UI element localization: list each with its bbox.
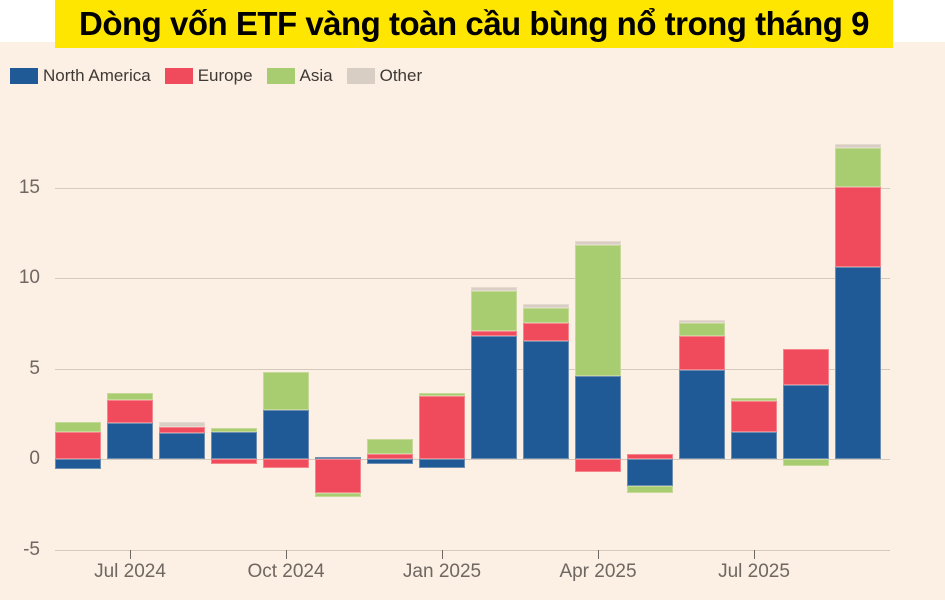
x-axis-tick	[598, 549, 599, 559]
bar-segment-north-america-jun-2024	[55, 459, 101, 469]
bar-segment-north-america-oct-2024	[263, 410, 309, 459]
legend-swatch-icon	[164, 68, 193, 84]
bar-segment-north-america-aug-2025	[783, 384, 829, 459]
bar-segment-north-america-apr-2025	[575, 375, 621, 459]
bar-segment-asia-nov-2024	[315, 493, 361, 497]
bar-segment-asia-may-2025	[627, 486, 673, 494]
x-axis-tick	[442, 549, 443, 559]
x-axis-tick-label: Apr 2025	[559, 560, 637, 582]
legend-label: Europe	[197, 66, 253, 85]
bar-segment-asia-sep-2024	[211, 428, 257, 432]
bar-segment-asia-oct-2024	[263, 372, 309, 411]
bar-segment-north-america-jul-2024	[107, 422, 153, 459]
bar-segment-asia-aug-2025	[783, 459, 829, 467]
bar-segment-asia-mar-2025	[523, 307, 569, 324]
bar-segment-europe-may-2025	[627, 453, 673, 459]
bar-segment-europe-aug-2024	[159, 427, 205, 433]
y-axis-tick-label: 10	[18, 267, 40, 288]
bar-segment-other-feb-2025	[471, 287, 517, 291]
bar-segment-asia-apr-2025	[575, 245, 621, 376]
x-axis-tick	[754, 549, 755, 559]
gridline-y--5	[55, 549, 890, 551]
legend-item-other: Other	[346, 66, 423, 86]
gridline-y-15	[55, 187, 890, 189]
gridline-y-0	[55, 459, 890, 460]
legend-label: North America	[43, 66, 151, 85]
bar-segment-other-apr-2025	[575, 240, 621, 246]
bar-segment-europe-apr-2025	[575, 459, 621, 472]
y-axis-tick-label: 15	[18, 176, 40, 198]
bar-segment-north-america-mar-2025	[523, 341, 569, 459]
bar-segment-north-america-aug-2024	[159, 432, 205, 459]
bar-segment-europe-jan-2025	[419, 395, 465, 459]
bar-segment-europe-jun-2025	[679, 335, 725, 371]
chart-title-banner: Dòng vốn ETF vàng toàn cầu bùng nổ trong…	[55, 0, 893, 48]
x-axis-tick-label: Jan 2025	[402, 560, 482, 582]
legend-swatch-icon	[346, 68, 375, 84]
bar-segment-other-mar-2025	[523, 304, 569, 308]
chart-legend: North America Europe Asia Other	[10, 66, 422, 86]
legend-item-asia: Asia	[266, 66, 333, 86]
bar-segment-other-aug-2024	[159, 421, 205, 428]
bar-segment-europe-jul-2024	[107, 400, 153, 423]
legend-swatch-icon	[266, 68, 295, 84]
bar-segment-asia-jan-2025	[419, 392, 465, 396]
x-axis-tick-label: Jul 2024	[94, 560, 166, 582]
bar-segment-asia-jul-2024	[107, 392, 153, 401]
legend-item-europe: Europe	[164, 66, 253, 86]
bar-segment-europe-jun-2024	[55, 431, 101, 459]
bar-segment-north-america-jul-2025	[731, 431, 777, 459]
bar-segment-other-sep-2025	[835, 144, 881, 148]
bar-segment-north-america-sep-2024	[211, 431, 257, 459]
bar-segment-europe-sep-2024	[211, 459, 257, 465]
bar-segment-europe-aug-2025	[783, 348, 829, 385]
bar-segment-europe-dec-2024	[367, 453, 413, 459]
bar-segment-europe-mar-2025	[523, 323, 569, 342]
bar-segment-europe-sep-2025	[835, 186, 881, 268]
bar-segment-north-america-jan-2025	[419, 459, 465, 469]
bar-segment-asia-sep-2025	[835, 147, 881, 187]
bar-segment-asia-jun-2024	[55, 421, 101, 432]
bar-segment-north-america-feb-2025	[471, 335, 517, 459]
bar-segment-north-america-may-2025	[627, 459, 673, 487]
bar-segment-north-america-dec-2024	[367, 459, 413, 465]
bar-segment-europe-jul-2025	[731, 401, 777, 432]
bar-segment-north-america-sep-2025	[835, 267, 881, 459]
x-axis-tick-label: Oct 2024	[247, 560, 325, 582]
legend-label: Asia	[299, 66, 333, 85]
x-axis-tick-label: Jul 2025	[718, 560, 790, 582]
gridline-y-10	[55, 278, 890, 279]
legend-item-north-america: North America	[10, 66, 151, 86]
bar-segment-other-jun-2025	[679, 319, 725, 324]
bar-segment-asia-jul-2025	[731, 398, 777, 402]
bar-segment-europe-oct-2024	[263, 459, 309, 469]
bar-segment-europe-feb-2025	[471, 331, 517, 336]
y-axis-tick-label: -5	[23, 538, 40, 560]
legend-swatch-icon	[10, 68, 38, 84]
y-axis-tick-label: 5	[29, 357, 40, 379]
bar-segment-north-america-nov-2024	[315, 457, 361, 459]
y-axis-tick-label: 0	[29, 448, 40, 469]
bar-segment-north-america-jun-2025	[679, 370, 725, 459]
bar-segment-europe-nov-2024	[315, 459, 361, 494]
x-axis-tick	[286, 549, 287, 559]
bar-segment-asia-feb-2025	[471, 290, 517, 332]
x-axis-tick	[130, 549, 131, 559]
bar-segment-asia-dec-2024	[367, 439, 413, 454]
chart-title: Dòng vốn ETF vàng toàn cầu bùng nổ trong…	[79, 5, 869, 42]
legend-label: Other	[379, 66, 423, 85]
bar-segment-asia-jun-2025	[679, 323, 725, 336]
